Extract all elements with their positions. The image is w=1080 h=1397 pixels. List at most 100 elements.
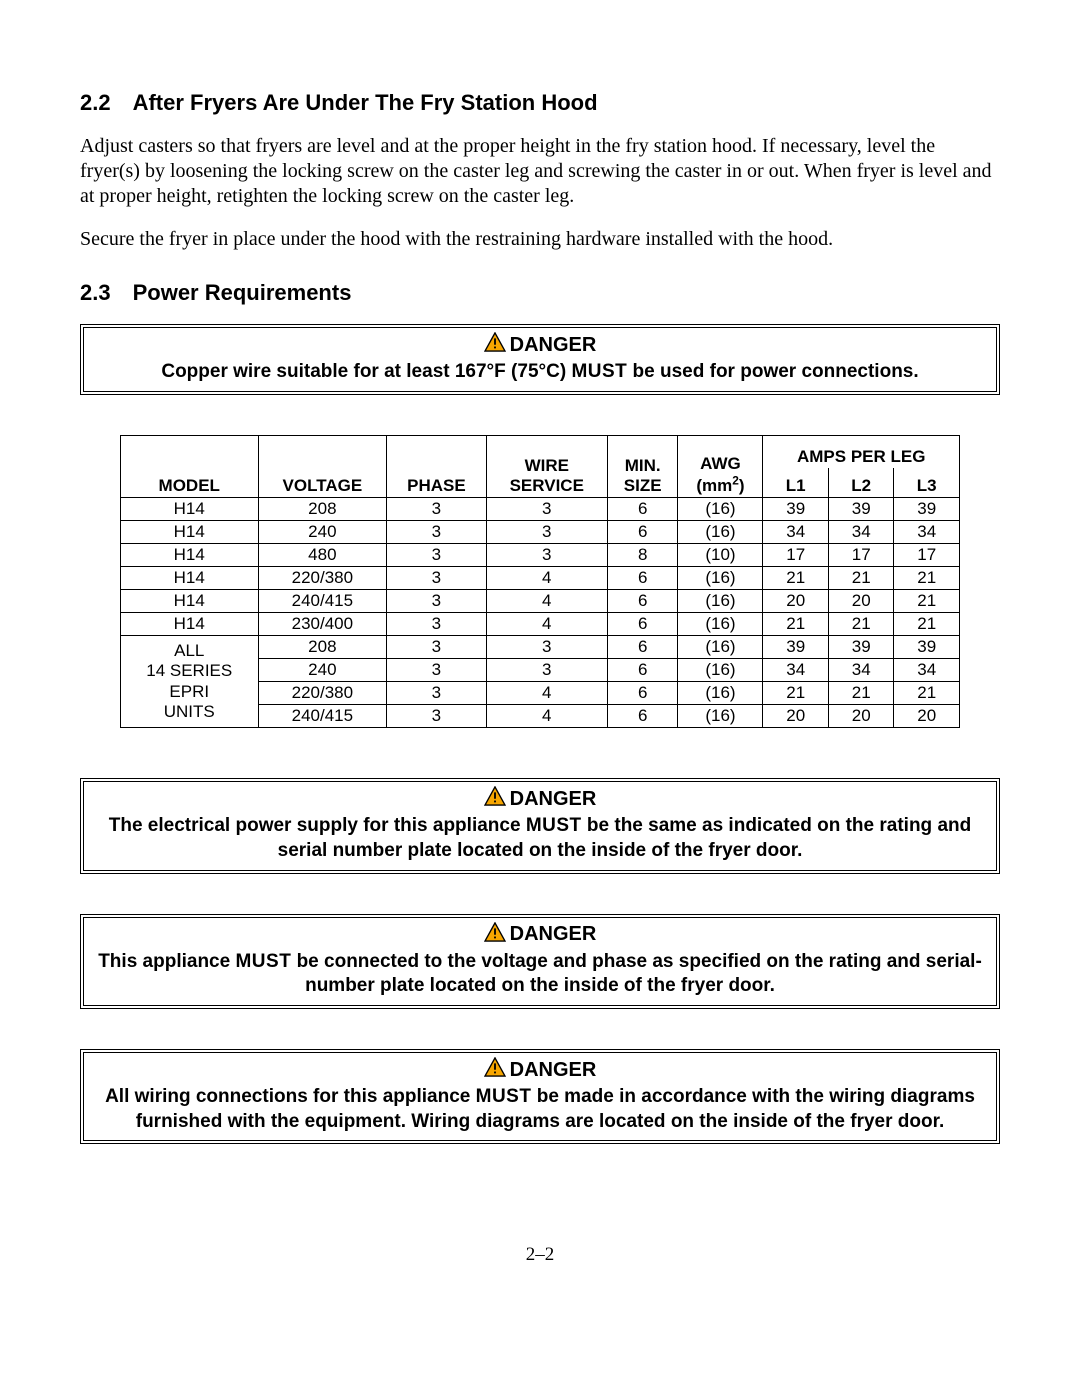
- cell-wire: 3: [486, 521, 607, 544]
- cell-l1: 21: [763, 682, 829, 705]
- cell-awg: (16): [678, 682, 763, 705]
- section-2-3-number: 2.3: [80, 280, 111, 306]
- cell-l3: 21: [894, 567, 960, 590]
- cell-min: 6: [607, 590, 678, 613]
- cell-l3: 34: [894, 659, 960, 682]
- danger-3-text: This appliance MUST be connected to the …: [94, 950, 986, 999]
- cell-min: 8: [607, 544, 678, 567]
- cell-l1: 39: [763, 636, 829, 659]
- cell-min: 6: [607, 682, 678, 705]
- cell-awg: (16): [678, 705, 763, 728]
- th-min: MIN. SIZE: [607, 435, 678, 498]
- table-row: H14240336(16)343434: [121, 521, 960, 544]
- th-awg: AWG (mm2): [678, 435, 763, 498]
- cell-voltage: 220/380: [258, 682, 387, 705]
- cell-l2: 20: [828, 705, 894, 728]
- section-2-2-para-1: Adjust casters so that fryers are level …: [80, 134, 1000, 209]
- cell-phase: 3: [387, 567, 486, 590]
- cell-l3: 39: [894, 498, 960, 521]
- cell-voltage: 208: [258, 636, 387, 659]
- cell-awg: (16): [678, 498, 763, 521]
- th-l1: L1: [763, 468, 829, 498]
- cell-l3: 21: [894, 590, 960, 613]
- cell-phase: 3: [387, 613, 486, 636]
- cell-wire: 4: [486, 567, 607, 590]
- cell-phase: 3: [387, 682, 486, 705]
- cell-l1: 21: [763, 567, 829, 590]
- cell-l3: 17: [894, 544, 960, 567]
- cell-awg: (16): [678, 659, 763, 682]
- cell-min: 6: [607, 498, 678, 521]
- cell-min: 6: [607, 613, 678, 636]
- cell-l3: 21: [894, 613, 960, 636]
- cell-l2: 39: [828, 498, 894, 521]
- cell-voltage: 240/415: [258, 590, 387, 613]
- cell-min: 6: [607, 521, 678, 544]
- cell-model: H14: [121, 613, 259, 636]
- warning-icon: [484, 1057, 506, 1083]
- section-2-2-title: After Fryers Are Under The Fry Station H…: [133, 90, 598, 115]
- th-wire: WIRE SERVICE: [486, 435, 607, 498]
- danger-box-2: DANGER The electrical power supply for t…: [80, 778, 1000, 873]
- cell-wire: 3: [486, 636, 607, 659]
- table-row: H14230/400346(16)212121: [121, 613, 960, 636]
- cell-l1: 34: [763, 521, 829, 544]
- cell-wire: 4: [486, 613, 607, 636]
- cell-wire: 4: [486, 682, 607, 705]
- cell-voltage: 208: [258, 498, 387, 521]
- cell-min: 6: [607, 567, 678, 590]
- cell-awg: (16): [678, 613, 763, 636]
- cell-min: 6: [607, 659, 678, 682]
- cell-l3: 39: [894, 636, 960, 659]
- danger-label: DANGER: [510, 1059, 597, 1082]
- page-number: 2–2: [80, 1244, 1000, 1266]
- cell-phase: 3: [387, 590, 486, 613]
- th-voltage: VOLTAGE: [258, 435, 387, 498]
- cell-phase: 3: [387, 705, 486, 728]
- cell-voltage: 220/380: [258, 567, 387, 590]
- table-row: H14208336(16)393939: [121, 498, 960, 521]
- table-row: H14480338(10)171717: [121, 544, 960, 567]
- th-l3: L3: [894, 468, 960, 498]
- cell-model: H14: [121, 521, 259, 544]
- cell-awg: (16): [678, 567, 763, 590]
- cell-l2: 34: [828, 521, 894, 544]
- cell-l1: 21: [763, 613, 829, 636]
- th-phase: PHASE: [387, 435, 486, 498]
- cell-phase: 3: [387, 636, 486, 659]
- cell-min: 6: [607, 705, 678, 728]
- th-model: MODEL: [121, 435, 259, 498]
- section-2-3-title: Power Requirements: [133, 280, 352, 305]
- table-row: H14220/380346(16)212121: [121, 567, 960, 590]
- cell-wire: 4: [486, 590, 607, 613]
- cell-phase: 3: [387, 659, 486, 682]
- danger-label: DANGER: [510, 334, 597, 357]
- cell-l2: 34: [828, 659, 894, 682]
- cell-l1: 39: [763, 498, 829, 521]
- th-l2: L2: [828, 468, 894, 498]
- cell-voltage: 480: [258, 544, 387, 567]
- cell-l1: 20: [763, 590, 829, 613]
- cell-wire: 3: [486, 498, 607, 521]
- cell-l3: 21: [894, 682, 960, 705]
- table-row: H14240/415346(16)202021: [121, 590, 960, 613]
- cell-min: 6: [607, 636, 678, 659]
- cell-voltage: 240: [258, 659, 387, 682]
- danger-4-text: All wiring connections for this applianc…: [94, 1085, 986, 1134]
- cell-phase: 3: [387, 521, 486, 544]
- cell-l2: 39: [828, 636, 894, 659]
- power-spec-table: MODEL VOLTAGE PHASE WIRE SERVICE MIN. SI…: [120, 435, 960, 729]
- cell-phase: 3: [387, 544, 486, 567]
- section-2-2-number: 2.2: [80, 90, 111, 116]
- danger-2-text: The electrical power supply for this app…: [94, 814, 986, 863]
- cell-l1: 17: [763, 544, 829, 567]
- cell-model: H14: [121, 590, 259, 613]
- cell-l2: 20: [828, 590, 894, 613]
- danger-label: DANGER: [510, 788, 597, 811]
- cell-l1: 34: [763, 659, 829, 682]
- danger-label: DANGER: [510, 923, 597, 946]
- cell-l2: 17: [828, 544, 894, 567]
- warning-icon: [484, 786, 506, 812]
- cell-l2: 21: [828, 682, 894, 705]
- danger-box-4: DANGER All wiring connections for this a…: [80, 1049, 1000, 1144]
